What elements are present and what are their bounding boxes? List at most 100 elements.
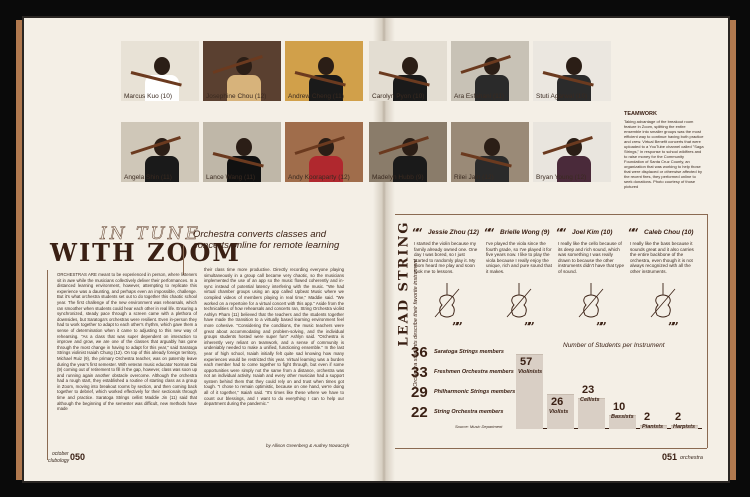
student-head xyxy=(566,57,582,75)
chart-category-label: Harpists xyxy=(673,424,696,431)
right-photo-caption: Stuti Agarwal (10) xyxy=(536,93,588,100)
left-photo-caption: Lance Wang (11) xyxy=(206,174,256,181)
folio-right-number: 051 xyxy=(662,452,678,462)
stat-label: Philharmonic Strings members xyxy=(434,389,516,395)
bass-icon xyxy=(650,283,676,318)
chart-bar xyxy=(609,415,636,429)
quote-text: I've played the viola since the fourth g… xyxy=(486,241,552,274)
viola-icon xyxy=(506,283,532,318)
left-photo-caption: Angela Shin (11) xyxy=(124,174,172,181)
close-quote-icon: ”” xyxy=(452,320,463,334)
student-figure xyxy=(393,156,427,182)
left-photo-caption: Josephine Chou (12) xyxy=(206,93,267,100)
chart-value-label: 10 xyxy=(613,401,626,413)
chart-category-label: Bassists xyxy=(611,414,634,420)
teamwork-heading: TEAMWORK xyxy=(624,111,657,117)
right-photo-caption: Bryan Young (12) xyxy=(536,174,587,181)
quote-author: Jessie Zhou (12) xyxy=(428,229,479,236)
chart-bar xyxy=(640,425,667,429)
byline: by Allison Greenberg & Audrey Nowaczyk xyxy=(266,443,350,448)
sidebar-box xyxy=(395,214,707,215)
student-head xyxy=(484,138,500,156)
chart-title: Number of Students per Instrument xyxy=(563,342,665,349)
chart-value-label: 2 xyxy=(675,411,682,424)
left-photo xyxy=(203,122,281,182)
right-photo xyxy=(451,122,529,182)
body-column-2: their class time more productive. Direct… xyxy=(204,267,344,407)
stat-label: Saratoga Strings members xyxy=(434,349,504,355)
right-photo xyxy=(369,41,447,101)
folio-left-label2: clubology xyxy=(48,458,70,464)
right-photo xyxy=(533,122,611,182)
student-figure xyxy=(227,75,261,101)
right-photo-caption: Madelyn Hubb (9) xyxy=(372,174,424,181)
teamwork-caption: Taking advantage of the breakout room fe… xyxy=(624,119,704,189)
left-photo-caption: Marcus Kuo (10) xyxy=(124,93,173,100)
left-margin-rule xyxy=(47,270,48,460)
chart-category-label: Pianists xyxy=(642,424,664,431)
student-head xyxy=(154,57,170,75)
title-line1: IN TUNE xyxy=(100,224,201,245)
page-edge-left xyxy=(16,20,24,480)
student-figure xyxy=(309,156,343,182)
close-quote-icon: ”” xyxy=(524,320,535,334)
quote-author: Caleb Chou (10) xyxy=(644,229,694,236)
cello-icon xyxy=(578,283,604,318)
stat-label: Freshmen Orchestra members xyxy=(434,369,514,375)
chart-bar xyxy=(547,394,574,429)
right-photo-caption: Ara Esfahani (11) xyxy=(454,93,505,100)
body-column-1: ORCHESTRAS ARE meant to be experienced i… xyxy=(57,272,197,412)
sidebar-title: LEAD STRING xyxy=(396,220,412,347)
stat-number: 36 xyxy=(411,344,428,361)
right-photo-caption: Carolyn Pyon (10) xyxy=(372,93,425,100)
stat-label: String Orchestra members xyxy=(434,409,504,415)
folio-right-label: orchestra xyxy=(680,455,703,461)
title-line2: WITH ZOOM xyxy=(50,238,241,267)
chart-bar xyxy=(671,425,698,429)
student-head xyxy=(402,57,418,75)
stat-number: 22 xyxy=(411,404,428,421)
chart-value-label: 2 xyxy=(644,411,651,424)
chart-value-label: 23 xyxy=(582,384,595,397)
left-photo-caption: Andy Kooraparty (12) xyxy=(288,174,350,181)
quote-text: I started the violin because my family a… xyxy=(414,241,478,274)
student-head xyxy=(318,57,334,75)
left-photo xyxy=(285,122,363,182)
close-quote-icon: ”” xyxy=(668,320,679,334)
source-note: Source: Music Department xyxy=(455,424,503,429)
chart-bar xyxy=(578,398,605,429)
quote-author: Brielle Wong (9) xyxy=(500,229,550,236)
violin-icon xyxy=(434,283,460,318)
right-photo xyxy=(533,41,611,101)
open-quote-icon: ““ xyxy=(484,226,495,240)
left-photo xyxy=(203,41,281,101)
student-figure xyxy=(145,156,179,182)
student-head xyxy=(236,138,252,156)
student-figure xyxy=(557,156,591,182)
page-edge-right xyxy=(728,20,736,480)
chart-category-label: Cellists xyxy=(580,397,600,404)
chart-value-label: 57 xyxy=(520,355,533,368)
sidebar-box-right xyxy=(707,214,708,448)
left-photo xyxy=(121,122,199,182)
stat-number: 29 xyxy=(411,384,428,401)
quote-author: Joel Kim (10) xyxy=(572,229,613,236)
open-quote-icon: ““ xyxy=(412,226,423,240)
right-photo xyxy=(369,122,447,182)
chart-bar xyxy=(516,353,543,429)
subtitle: Orchestra converts classes and concerts … xyxy=(193,229,340,251)
left-photo xyxy=(285,41,363,101)
open-quote-icon: ““ xyxy=(556,226,567,240)
title-rule xyxy=(183,245,184,275)
left-photo-caption: Andrew Cheng (11) xyxy=(288,93,344,100)
left-photo xyxy=(121,41,199,101)
chart-category-label: Violinists xyxy=(518,368,543,375)
chart-category-label: Violists xyxy=(549,409,569,416)
quote-text: I really like the bass because it sounds… xyxy=(630,241,694,274)
stat-number: 33 xyxy=(411,364,428,381)
right-photo-caption: Rilei Jain (12) xyxy=(454,174,494,181)
student-figure xyxy=(475,75,509,101)
folio-left-number: 050 xyxy=(70,452,86,462)
close-quote-icon: ”” xyxy=(596,320,607,334)
sidebar-box-bottom xyxy=(395,448,707,449)
